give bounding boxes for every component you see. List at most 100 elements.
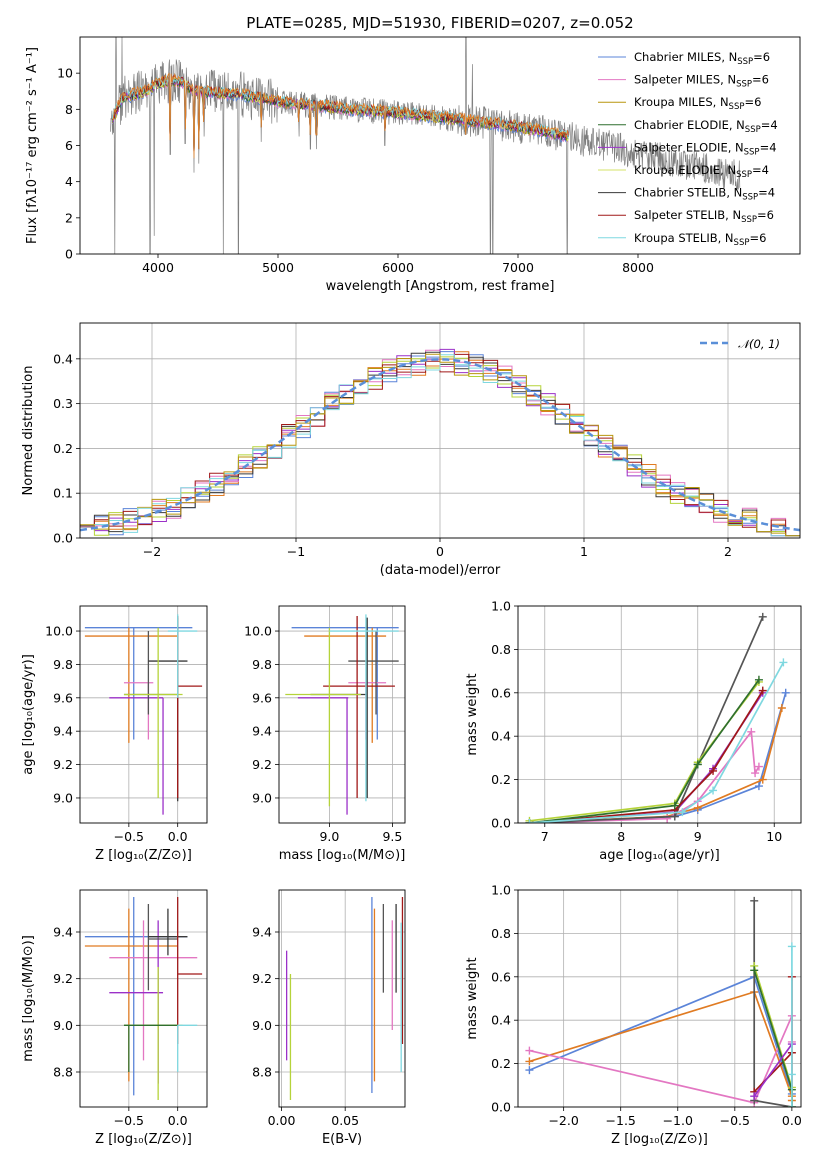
- mass-weight-vs-age-xtick-label-2: 9: [694, 829, 702, 844]
- mass-weight-vs-Z-xtick-label-2: −1.0: [663, 1113, 693, 1128]
- spectrum-legend-label-text-1: Salpeter MILES, N: [634, 73, 736, 87]
- mass-vs-EBV-xtick-label-0: 0.00: [268, 1113, 296, 1128]
- residuals-ytick-label-4: 0.4: [53, 351, 73, 366]
- spectrum-legend: Chabrier MILES, NSSP=6 Salpeter MILES, N S…: [598, 50, 778, 248]
- spectrum-legend-label-6: Chabrier STELIB, NSSP=4: [634, 186, 775, 203]
- mass-weight-vs-age-series-8-point-0: [525, 819, 534, 823]
- mass-weight-vs-Z-series-6-point-0: [750, 966, 759, 975]
- mass-weight-vs-Z-axes: −2.0 −1.5 −1.0 −0.5 0.0 0.0 0.2 0.4 0.6 0.8 1.0 Z […: [465, 883, 802, 1148]
- mass-weight-vs-Z-ytick-label-5: 1.0: [491, 883, 511, 898]
- mass-weight-vs-Z-ytick-label-0: 0.0: [491, 1100, 511, 1115]
- spectrum-legend-label-sub-3: SSP: [745, 125, 761, 135]
- mass-weight-vs-age-series-7-point-3: [754, 675, 763, 684]
- mass-vs-EBV-ytick-label-2: 9.2: [252, 971, 272, 986]
- age-vs-Z-xlabel: Z [log₁₀(Z/Z⊙)]: [95, 848, 192, 863]
- spectrum-ytick-label-1: 2: [65, 210, 73, 225]
- mass-weight-vs-age-series-7: [529, 679, 760, 823]
- spectrum-legend-label-8: Kroupa STELIB, NSSP=6: [634, 231, 766, 248]
- mass-weight-vs-age-series-1-point-4: [777, 703, 786, 712]
- age-vs-mass-plot: [285, 614, 399, 815]
- age-vs-mass-frame: [278, 605, 406, 824]
- residuals-ytick-label-3: 0.3: [53, 396, 73, 411]
- mass-vs-Z-xlabel: Z [log₁₀(Z/Z⊙)]: [95, 1132, 192, 1147]
- spectrum-legend-label-text-5: Kroupa ELODIE, N: [634, 163, 736, 177]
- spectrum-legend-label-suffix-5: =4: [752, 163, 769, 177]
- age-vs-Z-ytick-label-4: 9.8: [53, 657, 73, 672]
- mass-weight-vs-age-series-7-point-1: [670, 801, 679, 810]
- mass-weight-vs-Z-xtick-label-4: 0.0: [782, 1113, 802, 1128]
- mass-vs-EBV-axes: 0.00 0.05 8.8 9.0 9.2 9.4 E(B-V): [252, 889, 406, 1147]
- spectrum-legend-label-4: Salpeter ELODIE, NSSP=4: [634, 140, 777, 157]
- age-vs-Z-ylabel: age [log₁₀(age/yr)]: [21, 654, 36, 775]
- mass-vs-EBV-ytick-label-0: 8.8: [252, 1065, 272, 1080]
- residuals-normal-curve: [80, 358, 800, 532]
- residuals-ytick-label-2: 0.2: [53, 441, 73, 456]
- mass-weight-vs-Z-ylabel: mass weight: [465, 957, 480, 1039]
- mass-weight-vs-age-series-5-point-3: [758, 686, 767, 695]
- mass-weight-vs-age-series-4-point-3: [758, 612, 767, 621]
- mass-weight-vs-age-series-4: [529, 616, 764, 823]
- mass-weight-vs-Z-xtick-label-0: −2.0: [548, 1113, 578, 1128]
- mass-weight-vs-Z-plot: [525, 896, 796, 1107]
- mass-vs-Z-ytick-label-3: 9.4: [53, 925, 73, 940]
- figure-title: PLATE=0285, MJD=51930, FIBERID=0207, z=0…: [246, 14, 633, 32]
- mass-weight-vs-age-ytick-label-2: 0.4: [491, 729, 511, 744]
- mass-weight-vs-age-series-0-point-4: [781, 688, 790, 697]
- spectrum-plot: [109, 37, 741, 254]
- mass-weight-vs-Z-series-8-point-1: [787, 1103, 796, 1107]
- mass-weight-vs-age-series-7-point-2: [693, 760, 702, 769]
- mass-weight-vs-age-xtick-label-0: 7: [541, 829, 549, 844]
- mass-weight-vs-age-ytick-label-1: 0.2: [491, 772, 511, 787]
- mass-weight-vs-Z-xlabel: Z [log₁₀(Z/Z⊙)]: [611, 1132, 708, 1147]
- spectrum-legend-label-5: Kroupa ELODIE, NSSP=4: [634, 163, 769, 180]
- mass-weight-vs-age-series-8-point-2: [709, 786, 718, 795]
- mass-vs-Z-ylabel: mass [log₁₀(M/M⊙)]: [21, 935, 36, 1062]
- mass-weight-vs-Z-ytick-label-3: 0.6: [491, 969, 511, 984]
- mass-weight-vs-age-xlabel: age [log₁₀(age/yr)]: [599, 848, 720, 863]
- mass-weight-vs-age-frame: [517, 605, 802, 824]
- spectrum-legend-label-7: Salpeter STELIB, NSSP=6: [634, 208, 774, 225]
- residuals-ytick-label-1: 0.1: [53, 486, 73, 501]
- spectrum-legend-label-text-7: Salpeter STELIB, N: [634, 208, 741, 222]
- mass-vs-Z-frame: [79, 889, 208, 1108]
- residuals-histogram-8: [80, 353, 800, 537]
- spectrum-legend-label-sub-7: SSP: [741, 215, 757, 225]
- mass-vs-EBV-plot: [285, 897, 404, 1100]
- mass-weight-vs-age-plot: [525, 612, 790, 823]
- mass-vs-Z-ytick-label-0: 8.8: [53, 1065, 73, 1080]
- spectrum-legend-label-suffix-0: =6: [753, 50, 770, 64]
- mass-weight-vs-age-xtick-label-3: 10: [766, 829, 782, 844]
- spectrum-xtick-label-0: 4000: [142, 260, 174, 275]
- mass-weight-vs-age-series-5: [529, 690, 764, 823]
- spectrum-legend-label-sub-6: SSP: [742, 193, 758, 203]
- residuals-frame: [79, 322, 801, 539]
- mass-weight-vs-age-series-8-point-1: [678, 808, 687, 817]
- mass-weight-vs-Z-ytick-label-1: 0.2: [491, 1056, 511, 1071]
- spectrum-legend-label-suffix-7: =6: [757, 208, 774, 222]
- spectrum-legend-label-0: Chabrier MILES, NSSP=6: [634, 50, 770, 67]
- mass-weight-vs-Z-series-2-point-0: [525, 1046, 534, 1055]
- mass-weight-vs-Z-series-7: [753, 1043, 793, 1097]
- spectrum-ytick-label-0: 0: [65, 247, 73, 262]
- age-vs-mass-ytick-label-1: 9.2: [252, 757, 272, 772]
- spectrum-xtick-label-2: 6000: [382, 260, 414, 275]
- age-vs-mass-xlabel: mass [log₁₀(M/M⊙)]: [279, 848, 406, 863]
- spectrum-ytick-label-3: 6: [65, 138, 73, 153]
- spectrum-legend-label-sub-4: SSP: [744, 147, 760, 157]
- spectrum-ytick-label-2: 4: [65, 174, 73, 189]
- age-vs-Z-ytick-label-3: 9.6: [53, 690, 73, 705]
- age-vs-mass-ytick-label-2: 9.4: [252, 724, 272, 739]
- spectrum-ylabel: Flux [fλ10⁻¹⁷ erg cm⁻² s⁻¹ A⁻¹]: [25, 47, 40, 244]
- residuals-ytick-label-0: 0.0: [53, 531, 73, 546]
- mass-weight-vs-Z-ytick-label-2: 0.4: [491, 1013, 511, 1028]
- mass-weight-vs-Z-ytick-label-4: 0.8: [491, 926, 511, 941]
- mass-vs-Z-plot: [84, 897, 203, 1100]
- mass-weight-vs-age-ytick-label-4: 0.8: [491, 642, 511, 657]
- spectrum-legend-label-sub-2: SSP: [729, 102, 745, 112]
- mass-weight-vs-Z-series-3-point-0: [750, 896, 759, 905]
- mass-weight-vs-age-series-2-point-3: [747, 727, 756, 736]
- mass-weight-vs-age-series-8: [529, 661, 785, 823]
- mass-vs-EBV-ytick-label-1: 9.0: [252, 1018, 272, 1033]
